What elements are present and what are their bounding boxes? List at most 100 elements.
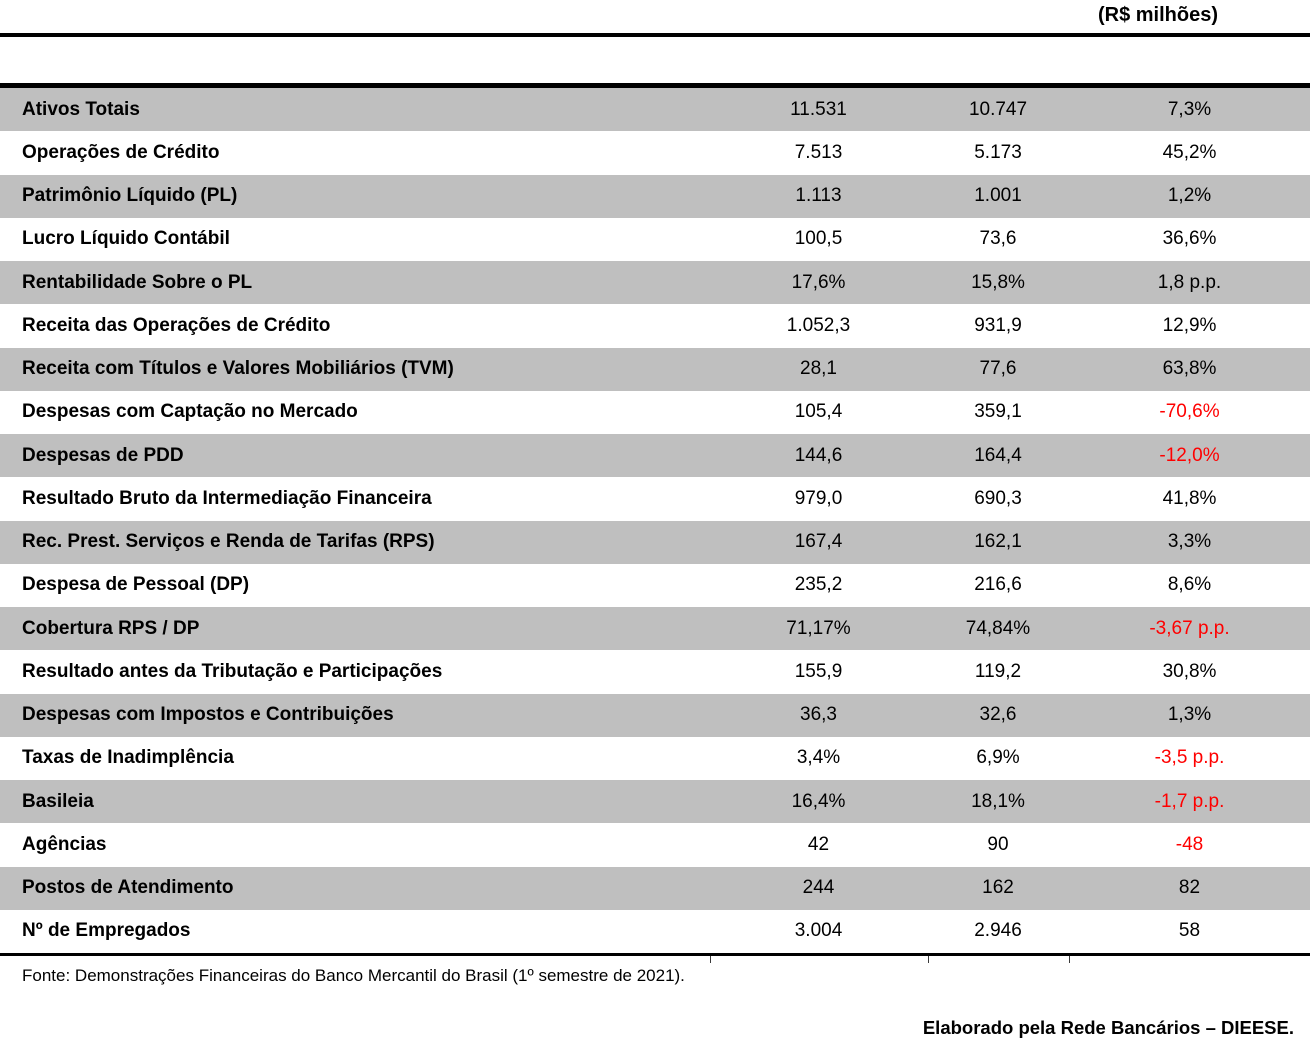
value-previous: 162,1 — [974, 531, 1022, 553]
value-previous: 5.173 — [974, 141, 1022, 163]
value-variation: 1,3% — [1167, 704, 1212, 726]
row-label: Rec. Prest. Serviços e Renda de Tarifas … — [22, 531, 435, 553]
table-row: Despesas com Impostos e Contribuições 36,… — [0, 693, 1310, 737]
row-label: Cobertura RPS / DP — [22, 617, 200, 639]
row-label: Rentabilidade Sobre o PL — [22, 271, 253, 293]
value-previous: 164,4 — [974, 444, 1022, 466]
table-row: Operações de Crédito 7.513 5.173 45,2% — [0, 131, 1310, 174]
value-variation: 36,6% — [1162, 228, 1217, 250]
value-previous: 15,8% — [971, 271, 1025, 293]
value-current: 3.004 — [794, 920, 843, 942]
row-label: Despesa de Pessoal (DP) — [22, 574, 250, 596]
value-current: 235,2 — [794, 574, 843, 596]
value-variation: 1,8 p.p. — [1157, 271, 1222, 293]
table-bottom-rule — [0, 953, 1310, 963]
value-variation: -12,0% — [1159, 444, 1220, 466]
value-current: 244 — [802, 877, 835, 899]
row-label: Agências — [22, 833, 107, 855]
value-variation: 63,8% — [1162, 358, 1217, 380]
value-variation: 45,2% — [1162, 141, 1217, 163]
table-row: Postos de Atendimento 244 162 82 — [0, 866, 1310, 910]
table-row: Despesas com Captação no Mercado 105,4 359… — [0, 391, 1310, 434]
value-previous: 119,2 — [974, 660, 1022, 682]
value-current: 71,17% — [786, 617, 851, 639]
value-variation: 7,3% — [1167, 98, 1212, 120]
value-current: 36,3 — [800, 704, 837, 726]
value-variation: 12,9% — [1162, 314, 1217, 336]
row-label: Receita com Títulos e Valores Mobiliário… — [22, 358, 454, 380]
value-variation: -48 — [1175, 833, 1204, 855]
value-previous: 32,6 — [979, 704, 1017, 726]
value-previous: 10.747 — [968, 98, 1028, 120]
row-label: Basileia — [22, 790, 94, 812]
table-row: Despesas de PDD 144,6 164,4 -12,0% — [0, 434, 1310, 478]
value-previous: 90 — [987, 833, 1009, 855]
value-current: 1.052,3 — [786, 314, 851, 336]
value-previous: 931,9 — [974, 314, 1022, 336]
table-row: Despesa de Pessoal (DP) 235,2 216,6 8,6% — [0, 564, 1310, 607]
value-previous: 2.946 — [974, 920, 1022, 942]
row-label: Nº de Empregados — [22, 920, 191, 942]
table-row: Resultado Bruto da Intermediação Finance… — [0, 477, 1310, 520]
value-previous: 18,1% — [971, 790, 1025, 812]
table-row: Patrimônio Líquido (PL) 1.113 1.001 1,2% — [0, 174, 1310, 218]
value-current: 979,0 — [794, 487, 843, 509]
value-variation: 58 — [1178, 920, 1201, 942]
value-previous: 1.001 — [974, 185, 1022, 207]
column-divider-tick — [1069, 956, 1070, 963]
row-label: Postos de Atendimento — [22, 877, 234, 899]
table-row: Rec. Prest. Serviços e Renda de Tarifas … — [0, 520, 1310, 564]
value-variation: -3,67 p.p. — [1149, 617, 1230, 639]
value-previous: 690,3 — [974, 487, 1022, 509]
table-row: Receita com Títulos e Valores Mobiliário… — [0, 347, 1310, 391]
value-variation: -3,5 p.p. — [1154, 747, 1225, 769]
header-spacer — [0, 37, 1310, 83]
row-label: Resultado Bruto da Intermediação Finance… — [22, 487, 432, 509]
value-current: 105,4 — [794, 401, 843, 423]
value-current: 100,5 — [794, 228, 843, 250]
value-variation: -1,7 p.p. — [1154, 790, 1225, 812]
value-current: 11.531 — [790, 98, 847, 120]
value-previous: 74,84% — [965, 617, 1031, 639]
value-variation: -70,6% — [1159, 401, 1220, 423]
row-label: Receita das Operações de Crédito — [22, 314, 331, 336]
value-current: 167,4 — [794, 531, 843, 553]
value-current: 28,1 — [800, 358, 837, 380]
table-top-rule — [0, 83, 1310, 88]
value-previous: 359,1 — [974, 401, 1022, 423]
value-current: 1.113 — [795, 185, 842, 207]
table-row: Cobertura RPS / DP 71,17% 74,84% -3,67 p.p. — [0, 607, 1310, 651]
table-row: Nº de Empregados 3.004 2.946 58 — [0, 910, 1310, 953]
value-previous: 73,6 — [979, 228, 1017, 250]
value-current: 144,6 — [794, 444, 843, 466]
value-variation: 41,8% — [1162, 487, 1217, 509]
value-current: 155,9 — [794, 660, 843, 682]
table-body: Ativos Totais 11.531 10.747 7,3% Operações d… — [0, 88, 1310, 953]
value-previous: 216,6 — [974, 574, 1022, 596]
value-previous: 6,9% — [976, 747, 1020, 769]
table-row: Rentabilidade Sobre o PL 17,6% 15,8% 1,8 p.… — [0, 261, 1310, 305]
column-divider-tick — [928, 956, 929, 963]
row-label: Taxas de Inadimplência — [22, 747, 234, 769]
row-label: Despesas com Impostos e Contribuições — [22, 704, 394, 726]
value-current: 16,4% — [791, 790, 846, 812]
value-variation: 3,3% — [1167, 531, 1212, 553]
row-label: Despesas com Captação no Mercado — [22, 401, 358, 423]
column-divider-tick — [710, 956, 711, 963]
table-row: Receita das Operações de Crédito 1.052,3 9… — [0, 304, 1310, 347]
value-variation: 82 — [1178, 877, 1201, 899]
unit-label: (R$ milhões) — [1097, 4, 1218, 26]
table-row: Ativos Totais 11.531 10.747 7,3% — [0, 88, 1310, 132]
table-row: Basileia 16,4% 18,1% -1,7 p.p. — [0, 780, 1310, 824]
value-variation: 1,2% — [1167, 185, 1212, 207]
value-variation: 30,8% — [1162, 660, 1217, 682]
row-label: Despesas de PDD — [22, 444, 184, 466]
credit-note: Elaborado pela Rede Bancários – DIEESE. — [922, 1017, 1294, 1038]
row-label: Ativos Totais — [22, 98, 140, 120]
value-current: 7.513 — [794, 141, 843, 163]
source-note: Fonte: Demonstrações Financeiras do Banc… — [22, 966, 685, 985]
table-row: Agências 42 90 -48 — [0, 823, 1310, 866]
value-current: 17,6% — [791, 271, 846, 293]
row-label: Operações de Crédito — [22, 141, 220, 163]
